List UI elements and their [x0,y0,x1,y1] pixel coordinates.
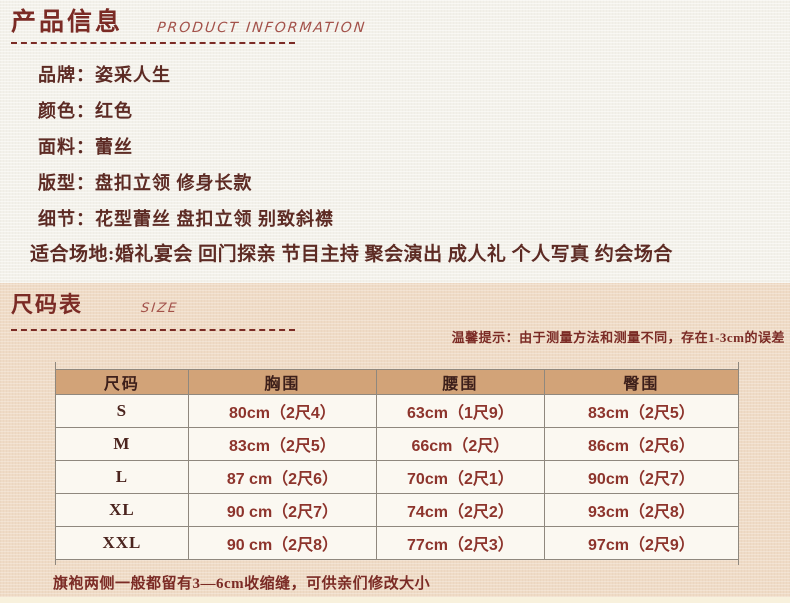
attribute-color: 颜色：红色 [38,99,790,123]
size-table: 尺码 胸围 腰围 臀围 S 80cm（2尺4） 63cm（1尺9） 83cm（2… [56,369,738,560]
waist-cell: 63cm（1尺9） [376,394,545,428]
attribute-label: 品牌： [38,65,95,85]
size-row-s: S 80cm（2尺4） 63cm（1尺9） 83cm（2尺5） [56,394,738,428]
hip-cell: 83cm（2尺5） [543,394,738,428]
dashed-divider [11,42,295,44]
header-hip: 臀围 [543,369,738,395]
attribute-value: 婚礼宴会 回门探亲 节目主持 聚会演出 成人礼 个人写真 约会场合 [114,244,673,265]
bust-cell: 87 cm（2尺6） [187,460,378,494]
attribute-label: 适合场地: [30,244,115,265]
product-attribute-list: 品牌：姿采人生 颜色：红色 面料：蕾丝 版型：盘扣立领 修身长款 细节：花型蕾丝… [30,63,790,267]
attribute-value: 盘扣立领 修身长款 [95,173,253,193]
attribute-label: 版型： [38,173,95,193]
bust-cell: 83cm（2尺5） [187,427,378,461]
size-row-l: L 87 cm（2尺6） 70cm（2尺1） 90cm（2尺7） [56,460,738,494]
waist-cell: 77cm（2尺3） [376,526,545,560]
header-waist: 腰围 [376,369,545,395]
measurement-tip: 温馨提示：由于测量方法和测量不同，存在1-3cm的误差 [451,330,785,345]
waist-cell: 74cm（2尺2） [376,493,545,527]
attribute-label: 面料： [38,137,95,157]
attribute-value: 花型蕾丝 盘扣立领 别致斜襟 [95,209,334,229]
size-row-m: M 83cm（2尺5） 66cm（2尺） 86cm（2尺6） [56,427,738,461]
size-table-header-row: 尺码 胸围 腰围 臀围 [56,369,738,395]
bust-cell: 90 cm（2尺8） [187,526,378,560]
attribute-fabric: 面料：蕾丝 [38,135,790,159]
dashed-divider [11,329,295,331]
bust-cell: 90 cm（2尺7） [187,493,378,527]
size-cell: L [56,460,189,494]
size-chart-title-en: SIZE [140,301,180,316]
size-row-xxl: XXL 90 cm（2尺8） 77cm（2尺3） 97cm（2尺9） [56,526,738,560]
attribute-value: 红色 [95,101,133,121]
waist-cell: 70cm（2尺1） [376,460,545,494]
next-section-edge [0,597,790,603]
size-cell: M [56,427,189,461]
attribute-occasions: 适合场地:婚礼宴会 回门探亲 节目主持 聚会演出 成人礼 个人写真 约会场合 [30,243,790,267]
size-chart-section: 尺码表 SIZE 温馨提示：由于测量方法和测量不同，存在1-3cm的误差 尺码 … [0,283,790,597]
size-row-xl: XL 90 cm（2尺7） 74cm（2尺2） 93cm（2尺8） [56,493,738,527]
size-cell: XXL [56,526,189,560]
attribute-label: 细节： [38,209,95,229]
size-cell: XL [56,493,189,527]
product-info-section: 产品信息 PRODUCT INFORMATION 品牌：姿采人生 颜色：红色 面… [0,0,790,283]
size-chart-header: 尺码表 SIZE [11,291,790,323]
alteration-note: 旗袍两侧一般都留有3—6cm收缩缝，可供亲们修改大小 [53,576,431,592]
attribute-brand: 品牌：姿采人生 [38,63,790,87]
attribute-style: 版型：盘扣立领 修身长款 [38,171,790,195]
waist-cell: 66cm（2尺） [376,427,545,461]
header-size: 尺码 [56,369,189,395]
bust-cell: 80cm（2尺4） [187,394,378,428]
header-bust: 胸围 [187,369,378,395]
size-cell: S [56,394,189,428]
hip-cell: 86cm（2尺6） [543,427,738,461]
product-info-title-en: PRODUCT INFORMATION [156,20,368,36]
product-info-header: 产品信息 PRODUCT INFORMATION [11,8,790,40]
attribute-value: 蕾丝 [95,137,133,157]
attribute-label: 颜色： [38,101,95,121]
hip-cell: 93cm（2尺8） [543,493,738,527]
size-chart-title: 尺码表 [11,292,84,317]
hip-cell: 97cm（2尺9） [543,526,738,560]
hip-cell: 90cm（2尺7） [543,460,738,494]
attribute-value: 姿采人生 [95,65,171,85]
product-info-title: 产品信息 [11,9,124,36]
size-table-frame: 尺码 胸围 腰围 臀围 S 80cm（2尺4） 63cm（1尺9） 83cm（2… [55,362,739,565]
attribute-details: 细节：花型蕾丝 盘扣立领 别致斜襟 [38,207,790,231]
